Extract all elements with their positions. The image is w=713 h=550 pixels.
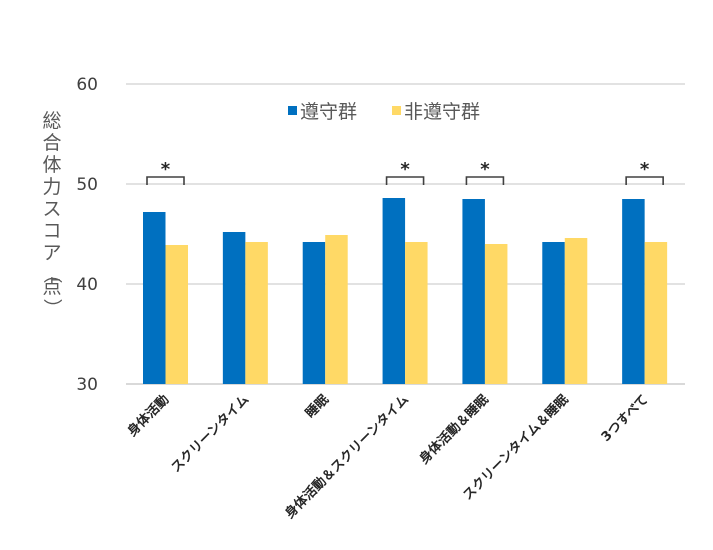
bar-noncompliant xyxy=(325,235,348,384)
significance-bracket xyxy=(625,176,664,185)
significance-markers: * * * * xyxy=(146,159,664,185)
y-axis-title-char: 点 xyxy=(42,276,61,298)
significance-asterisk: * xyxy=(400,159,410,180)
bar-compliant xyxy=(382,198,406,384)
bars xyxy=(143,198,668,384)
bar-noncompliant xyxy=(405,242,428,384)
y-axis-title-char: 力 xyxy=(42,176,61,198)
bar-compliant xyxy=(622,199,645,384)
legend-swatch xyxy=(392,106,401,115)
bar-compliant xyxy=(542,242,565,384)
bar-noncompliant xyxy=(564,238,588,384)
bar-noncompliant xyxy=(165,245,188,384)
significance-bracket xyxy=(465,176,505,185)
y-tick-label: 30 xyxy=(76,375,98,395)
y-axis-title-char: 総 xyxy=(42,110,61,132)
bar-noncompliant xyxy=(644,242,668,384)
y-tick-label: 40 xyxy=(76,275,98,295)
y-axis-title-char: コ xyxy=(42,220,61,242)
x-category-label: 3つすべて xyxy=(599,392,652,445)
legend-label: 遵守群 xyxy=(300,101,357,123)
significance-asterisk: * xyxy=(480,159,490,180)
y-axis-title-char: 体 xyxy=(42,154,61,176)
bar-compliant xyxy=(222,232,246,384)
bar-noncompliant xyxy=(245,242,268,384)
bar-compliant xyxy=(462,199,485,384)
y-axis-title-char: ス xyxy=(42,198,61,220)
x-category-label: 身体活動＆睡眠 xyxy=(416,392,492,468)
y-axis-title-char: （ xyxy=(41,264,63,283)
significance-bracket xyxy=(385,176,425,185)
bar-compliant xyxy=(143,212,166,384)
x-category-label: 睡眠 xyxy=(302,392,332,422)
y-tick-label: 50 xyxy=(76,175,98,195)
y-axis-title-char: ア xyxy=(42,242,61,264)
x-category-label: スクリーンタイム xyxy=(169,392,253,476)
legend-label: 非遵守群 xyxy=(404,101,480,123)
x-category-label: 身体活動 xyxy=(124,392,172,440)
y-axis-title-char: 合 xyxy=(42,132,61,154)
y-tick-label: 60 xyxy=(76,75,98,95)
significance-bracket xyxy=(146,176,185,185)
significance-asterisk: * xyxy=(161,159,171,180)
legend-swatch xyxy=(288,106,297,115)
bar-noncompliant xyxy=(484,244,508,384)
y-axis-title-char: ） xyxy=(41,298,63,317)
significance-asterisk: * xyxy=(640,159,650,180)
x-category-label: 身体活動＆スクリーンタイム xyxy=(282,392,412,522)
legend: 遵守群 非遵守群 xyxy=(288,101,480,123)
y-axis-ticks: 30 40 50 60 xyxy=(76,75,98,395)
bar-compliant xyxy=(302,242,326,384)
